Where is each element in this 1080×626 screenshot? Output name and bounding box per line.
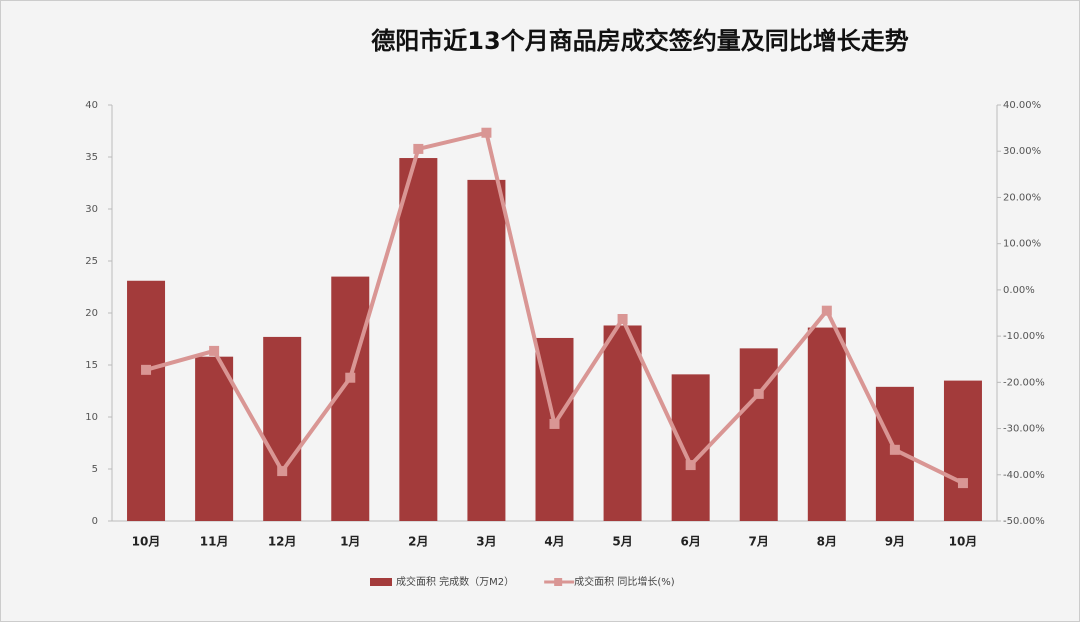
y2-tick-label: 30.00% <box>1003 146 1041 157</box>
bar <box>127 280 166 521</box>
y-tick-label: 35 <box>85 152 98 163</box>
bar <box>603 325 642 521</box>
legend-label: 成交面积 完成数（万M2） <box>396 575 514 588</box>
y2-tick-label: -20.00% <box>1003 377 1045 388</box>
legend-swatch <box>554 578 563 586</box>
x-tick-label: 10月 <box>132 535 161 549</box>
x-tick-label: 10月 <box>949 535 978 549</box>
x-tick-label: 2月 <box>408 535 428 549</box>
marker <box>345 372 356 383</box>
bar <box>399 158 438 522</box>
marker <box>685 460 696 471</box>
x-tick-label: 12月 <box>268 535 297 549</box>
chart-title: 德阳市近13个月商品房成交签约量及同比增长走势 <box>371 27 908 55</box>
x-tick-label: 1月 <box>340 535 360 549</box>
marker <box>549 418 560 429</box>
y-tick-label: 40 <box>85 100 98 111</box>
y-tick-label: 30 <box>85 204 98 215</box>
y-tick-label: 25 <box>85 256 98 267</box>
bar <box>331 276 370 521</box>
x-tick-label: 5月 <box>612 535 632 549</box>
y2-tick-label: 0.00% <box>1003 285 1035 296</box>
x-tick-label: 3月 <box>476 535 496 549</box>
y-tick-label: 10 <box>85 412 98 423</box>
marker <box>753 388 764 399</box>
y2-tick-label: 10.00% <box>1003 239 1041 250</box>
y2-tick-label: -30.00% <box>1003 424 1045 435</box>
y-tick-label: 20 <box>85 308 98 319</box>
marker <box>957 478 968 489</box>
bar <box>739 348 778 521</box>
y-tick-label: 15 <box>85 360 98 371</box>
y2-tick-label: -40.00% <box>1003 470 1045 481</box>
marker <box>209 345 220 356</box>
marker <box>141 364 152 375</box>
marker <box>481 127 492 138</box>
x-tick-label: 6月 <box>680 535 700 549</box>
y2-tick-label: -50.00% <box>1003 516 1045 527</box>
y2-tick-label: 40.00% <box>1003 100 1041 111</box>
bar <box>195 356 234 521</box>
marker <box>617 314 628 325</box>
x-tick-label: 4月 <box>544 535 564 549</box>
y2-tick-label: -10.00% <box>1003 331 1045 342</box>
y-tick-label: 5 <box>92 464 98 475</box>
bar <box>807 327 846 521</box>
bar <box>263 336 302 521</box>
y2-tick-label: 20.00% <box>1003 192 1041 203</box>
marker <box>889 444 900 455</box>
legend-label: 成交面积 同比增长(%) <box>574 575 675 588</box>
y-tick-label: 0 <box>92 516 98 527</box>
bar <box>943 380 982 521</box>
marker <box>413 143 424 154</box>
x-tick-label: 11月 <box>200 535 229 549</box>
x-tick-label: 9月 <box>885 535 905 549</box>
marker <box>821 305 832 316</box>
legend-swatch <box>370 578 392 586</box>
marker <box>277 466 288 477</box>
bar <box>467 179 506 521</box>
bar <box>671 374 710 521</box>
x-tick-label: 7月 <box>749 535 769 549</box>
x-tick-label: 8月 <box>817 535 837 549</box>
